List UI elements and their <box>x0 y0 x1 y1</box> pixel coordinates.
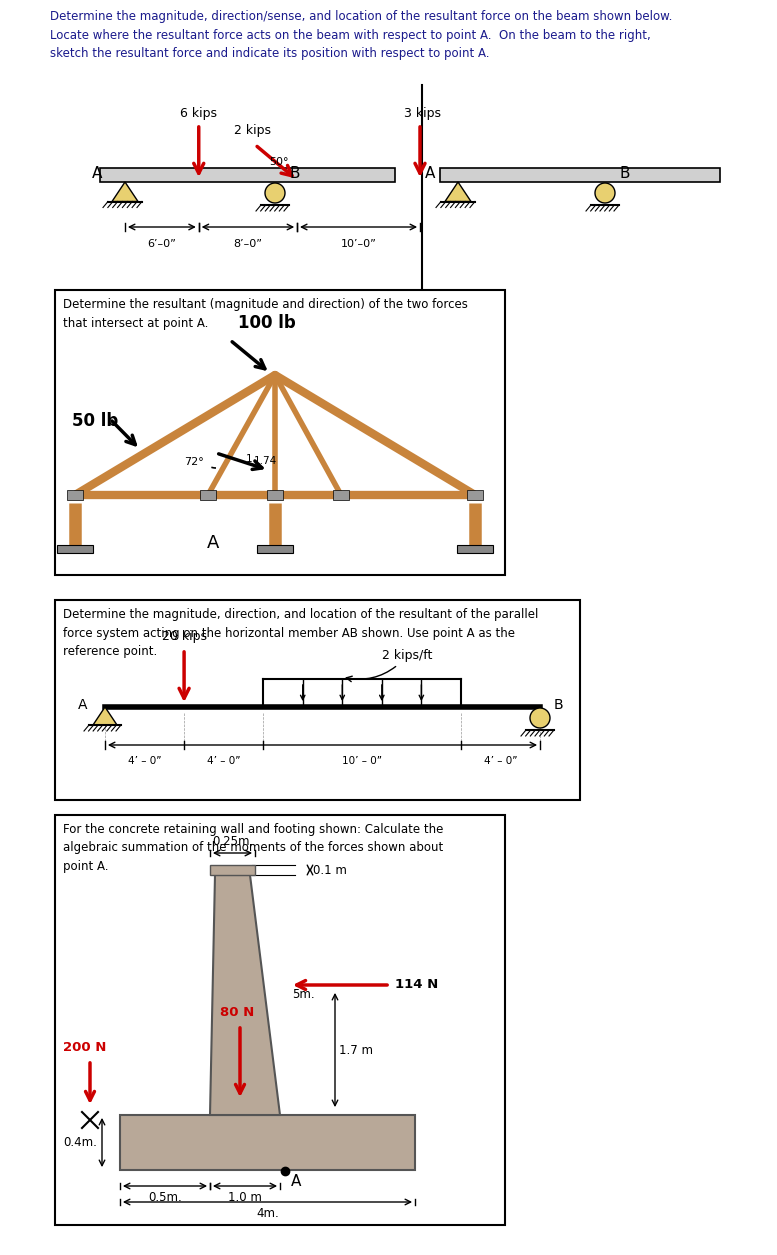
Bar <box>67 489 83 499</box>
Text: Determine the magnitude, direction/sense, and location of the resultant force on: Determine the magnitude, direction/sense… <box>50 10 672 60</box>
Text: B: B <box>620 166 630 181</box>
Text: 10’–0”: 10’–0” <box>340 238 377 248</box>
Text: Determine the resultant (magnitude and direction) of the two forces
that interse: Determine the resultant (magnitude and d… <box>63 297 468 330</box>
Text: B: B <box>290 166 300 181</box>
Bar <box>200 489 216 499</box>
Text: 20 kips: 20 kips <box>162 630 207 643</box>
Polygon shape <box>112 182 138 202</box>
Text: 4’ – 0”: 4’ – 0” <box>484 756 517 766</box>
Bar <box>457 545 493 553</box>
Text: A: A <box>92 166 103 181</box>
Text: 200 N: 200 N <box>63 1040 106 1054</box>
Polygon shape <box>210 875 280 1114</box>
Bar <box>267 489 283 499</box>
Bar <box>440 168 720 182</box>
Text: 0.4m.: 0.4m. <box>63 1136 97 1150</box>
Text: 0.25m.: 0.25m. <box>212 835 253 848</box>
Text: 6’–0”: 6’–0” <box>148 238 176 248</box>
Text: For the concrete retaining wall and footing shown: Calculate the
algebraic summa: For the concrete retaining wall and foot… <box>63 823 444 873</box>
FancyBboxPatch shape <box>55 290 505 575</box>
Bar <box>57 545 93 553</box>
Text: 1.7 m: 1.7 m <box>339 1043 373 1057</box>
Text: A: A <box>78 698 88 712</box>
Text: 2 kips/ft: 2 kips/ft <box>347 649 433 681</box>
Text: 0.1 m: 0.1 m <box>313 863 347 876</box>
Circle shape <box>595 183 615 203</box>
Text: 80 N: 80 N <box>220 1007 254 1019</box>
Text: A: A <box>425 166 435 181</box>
Text: 1.74: 1.74 <box>254 457 277 467</box>
Text: 50°: 50° <box>269 157 288 167</box>
Text: 2 kips: 2 kips <box>235 124 271 137</box>
Text: 1.0 m: 1.0 m <box>228 1191 262 1204</box>
Text: 5m.: 5m. <box>292 989 315 1001</box>
Text: 10’ – 0”: 10’ – 0” <box>342 756 382 766</box>
Text: Determine the magnitude, direction, and location of the resultant of the paralle: Determine the magnitude, direction, and … <box>63 607 538 658</box>
Bar <box>257 545 293 553</box>
Bar <box>333 489 349 499</box>
Circle shape <box>265 183 285 203</box>
Circle shape <box>530 708 550 728</box>
Text: A: A <box>291 1173 301 1188</box>
Polygon shape <box>120 1114 415 1170</box>
Text: 0.5m.: 0.5m. <box>148 1191 182 1204</box>
FancyBboxPatch shape <box>55 600 580 799</box>
Polygon shape <box>210 865 255 875</box>
Text: 3 kips: 3 kips <box>403 107 441 120</box>
Text: 4’ – 0”: 4’ – 0” <box>127 756 162 766</box>
Text: 100 lb: 100 lb <box>238 314 296 333</box>
Polygon shape <box>93 707 117 725</box>
Text: 1: 1 <box>246 454 253 464</box>
Text: B: B <box>553 698 563 712</box>
Bar <box>467 489 483 499</box>
Bar <box>100 168 395 182</box>
Text: 114 N: 114 N <box>395 979 438 991</box>
Text: 4’ – 0”: 4’ – 0” <box>207 756 240 766</box>
Text: 72°: 72° <box>184 457 204 467</box>
Polygon shape <box>445 182 471 202</box>
Text: 50 lb: 50 lb <box>72 412 118 430</box>
FancyBboxPatch shape <box>55 814 505 1225</box>
Text: 8’–0”: 8’–0” <box>233 238 263 248</box>
Text: 6 kips: 6 kips <box>180 107 218 120</box>
Text: A: A <box>207 533 219 552</box>
Text: 4m.: 4m. <box>256 1207 279 1220</box>
